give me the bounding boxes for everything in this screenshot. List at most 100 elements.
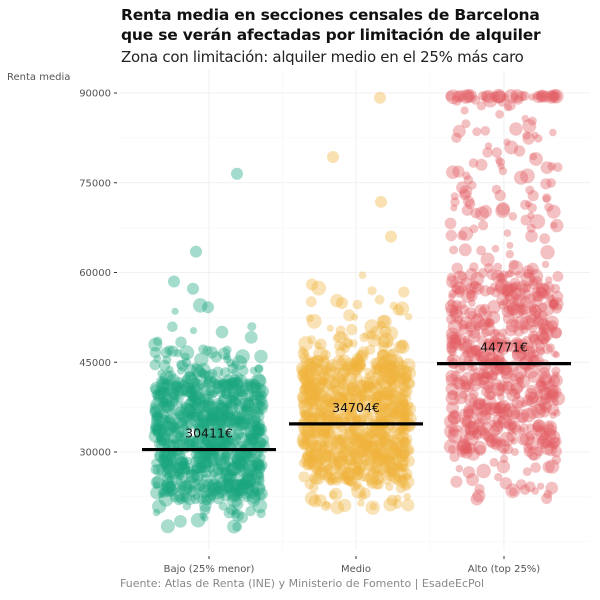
data-point [399,412,409,422]
data-point [399,474,415,489]
data-point [463,431,479,447]
data-point [538,397,552,411]
data-point [222,345,232,355]
data-point [345,476,357,487]
data-point [374,404,387,416]
data-point [238,450,250,462]
data-point [184,435,197,448]
data-point [197,432,208,442]
data-point [447,389,459,401]
data-point [234,413,247,425]
data-point [465,429,476,441]
data-point [536,89,549,103]
data-point [403,455,415,467]
data-point [183,371,197,385]
data-point [482,340,493,352]
data-point [207,409,218,420]
data-point [345,466,354,475]
data-point [332,355,347,370]
data-point [318,379,327,387]
data-point [349,448,360,459]
data-point [528,324,537,334]
data-point [494,281,508,295]
data-point [490,422,504,436]
data-point [450,309,464,323]
data-point [514,408,530,424]
data-point [317,386,325,395]
data-point [157,369,167,378]
data-point [530,349,540,358]
data-point [382,414,391,422]
data-point [236,466,247,477]
data-point [461,204,473,216]
data-point [192,462,204,474]
data-point [472,429,483,440]
data-point [338,470,349,480]
data-point [330,407,344,420]
data-point [342,467,357,481]
data-point [482,147,493,158]
data-point [513,338,525,350]
data-point [175,430,184,439]
data-point [303,396,312,404]
data-point [519,484,531,495]
data-point [326,406,336,416]
data-point [219,440,228,449]
data-point [465,425,476,436]
data-point [194,352,209,367]
data-point [534,134,543,143]
data-point [454,333,467,346]
data-point [383,402,399,418]
data-point [514,170,529,185]
data-point [382,360,394,372]
data-point [231,454,241,464]
data-point [155,448,170,463]
data-point [193,450,208,464]
data-point [376,462,390,475]
data-point [494,189,506,202]
data-point [363,450,372,459]
data-point [515,270,523,279]
data-point [349,359,359,368]
data-point [463,406,475,418]
data-point [191,380,201,390]
data-point [549,89,564,104]
data-point [302,364,312,373]
data-point [331,373,346,387]
data-point [379,433,388,443]
data-point [246,411,261,427]
data-point [386,494,398,506]
data-point [526,395,538,407]
chart-title: Renta media en secciones censales de Bar… [121,5,541,45]
data-point [538,331,551,345]
data-point [333,435,345,447]
data-point [357,441,372,457]
data-point [511,348,526,363]
data-point [485,372,494,381]
data-point [338,379,348,389]
data-point [359,332,369,343]
data-point [383,465,391,473]
data-point [220,467,232,478]
data-point [535,286,548,299]
data-point [382,396,393,407]
data-point [333,366,342,375]
data-point [538,366,550,379]
data-point [313,346,328,362]
data-point [504,292,514,302]
data-point [192,401,206,415]
data-point [388,381,399,393]
data-point [227,399,237,410]
data-point [472,489,486,503]
data-point [504,324,517,337]
data-point [182,502,192,511]
data-point [236,455,247,466]
data-point [188,411,198,421]
data-point [190,402,199,411]
data-point [297,390,309,403]
data-point [382,475,392,486]
data-point [492,332,507,347]
data-point [470,344,484,358]
data-point [256,387,264,395]
data-point [222,409,231,417]
